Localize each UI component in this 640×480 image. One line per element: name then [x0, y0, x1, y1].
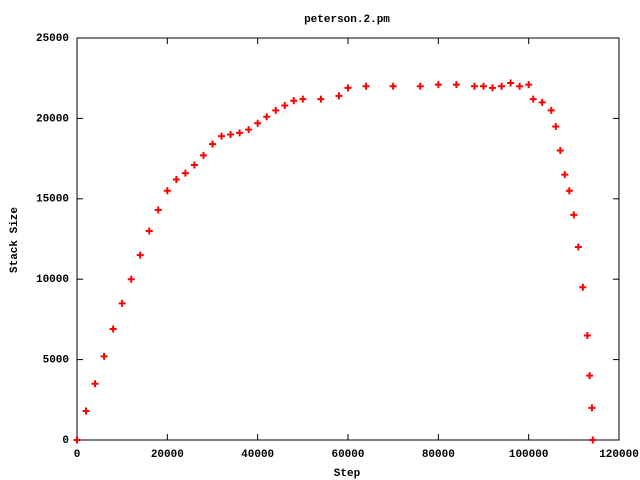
point: [470, 82, 478, 90]
point: [299, 95, 307, 103]
point: [480, 82, 487, 90]
point: [209, 140, 216, 148]
point: [561, 171, 569, 179]
point: [218, 132, 226, 140]
point: [556, 147, 564, 155]
point: [538, 98, 546, 106]
point: [489, 84, 497, 92]
point: [498, 82, 506, 90]
point: [145, 227, 153, 235]
x-tick-label: 80000: [422, 449, 455, 461]
x-tick-label: 0: [74, 449, 81, 461]
point: [281, 102, 289, 110]
point: [154, 206, 162, 214]
point: [100, 352, 108, 360]
x-tick-label: 120000: [599, 449, 639, 461]
point: [588, 404, 596, 412]
point: [583, 331, 591, 339]
point: [91, 380, 99, 388]
x-tick-label: 20000: [151, 449, 184, 461]
point: [529, 95, 537, 103]
point: [452, 81, 460, 89]
point: [552, 122, 560, 130]
y-tick-label: 20000: [36, 113, 69, 125]
point: [245, 126, 253, 134]
point: [516, 82, 524, 90]
point: [389, 82, 397, 90]
point: [236, 129, 244, 137]
y-axis-label: Stack Size: [9, 207, 21, 273]
point: [547, 106, 555, 114]
x-tick-label: 60000: [331, 449, 364, 461]
y-tick-label: 10000: [36, 274, 69, 286]
point: [199, 151, 207, 159]
point: [574, 243, 582, 251]
point: [507, 79, 515, 87]
point: [254, 119, 262, 127]
point: [579, 283, 587, 291]
y-tick-label: 5000: [43, 355, 69, 367]
point: [272, 106, 280, 114]
point: [172, 176, 180, 184]
point: [416, 82, 424, 90]
x-tick-label: 40000: [241, 449, 274, 461]
point: [73, 436, 81, 444]
point: [362, 82, 370, 90]
y-tick-label: 25000: [36, 33, 69, 45]
point: [525, 81, 533, 89]
x-axis-label: Step: [334, 468, 361, 480]
point: [227, 130, 235, 138]
point: [570, 211, 578, 219]
point: [127, 275, 135, 283]
point: [163, 187, 171, 195]
plot-frame: [76, 37, 620, 441]
point: [317, 95, 325, 103]
point: [344, 84, 352, 92]
y-tick-label: 0: [62, 435, 69, 447]
point: [263, 113, 271, 121]
point: [434, 81, 442, 89]
point: [290, 97, 298, 105]
point: [109, 325, 117, 333]
point: [589, 436, 597, 444]
point: [82, 407, 90, 415]
chart-title: peterson.2.pm: [304, 14, 390, 26]
point: [586, 372, 594, 380]
x-tick-label: 100000: [509, 449, 549, 461]
point: [335, 92, 343, 100]
point: [190, 161, 198, 169]
point: [136, 251, 144, 259]
point: [181, 169, 189, 177]
y-tick-label: 15000: [36, 194, 69, 206]
point: [118, 299, 126, 307]
point: [565, 187, 573, 195]
